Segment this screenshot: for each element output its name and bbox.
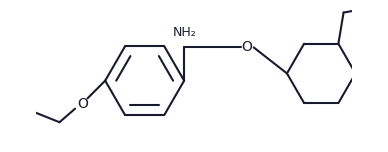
Text: O: O (77, 97, 88, 111)
Text: O: O (241, 40, 252, 54)
Text: NH₂: NH₂ (172, 26, 196, 39)
